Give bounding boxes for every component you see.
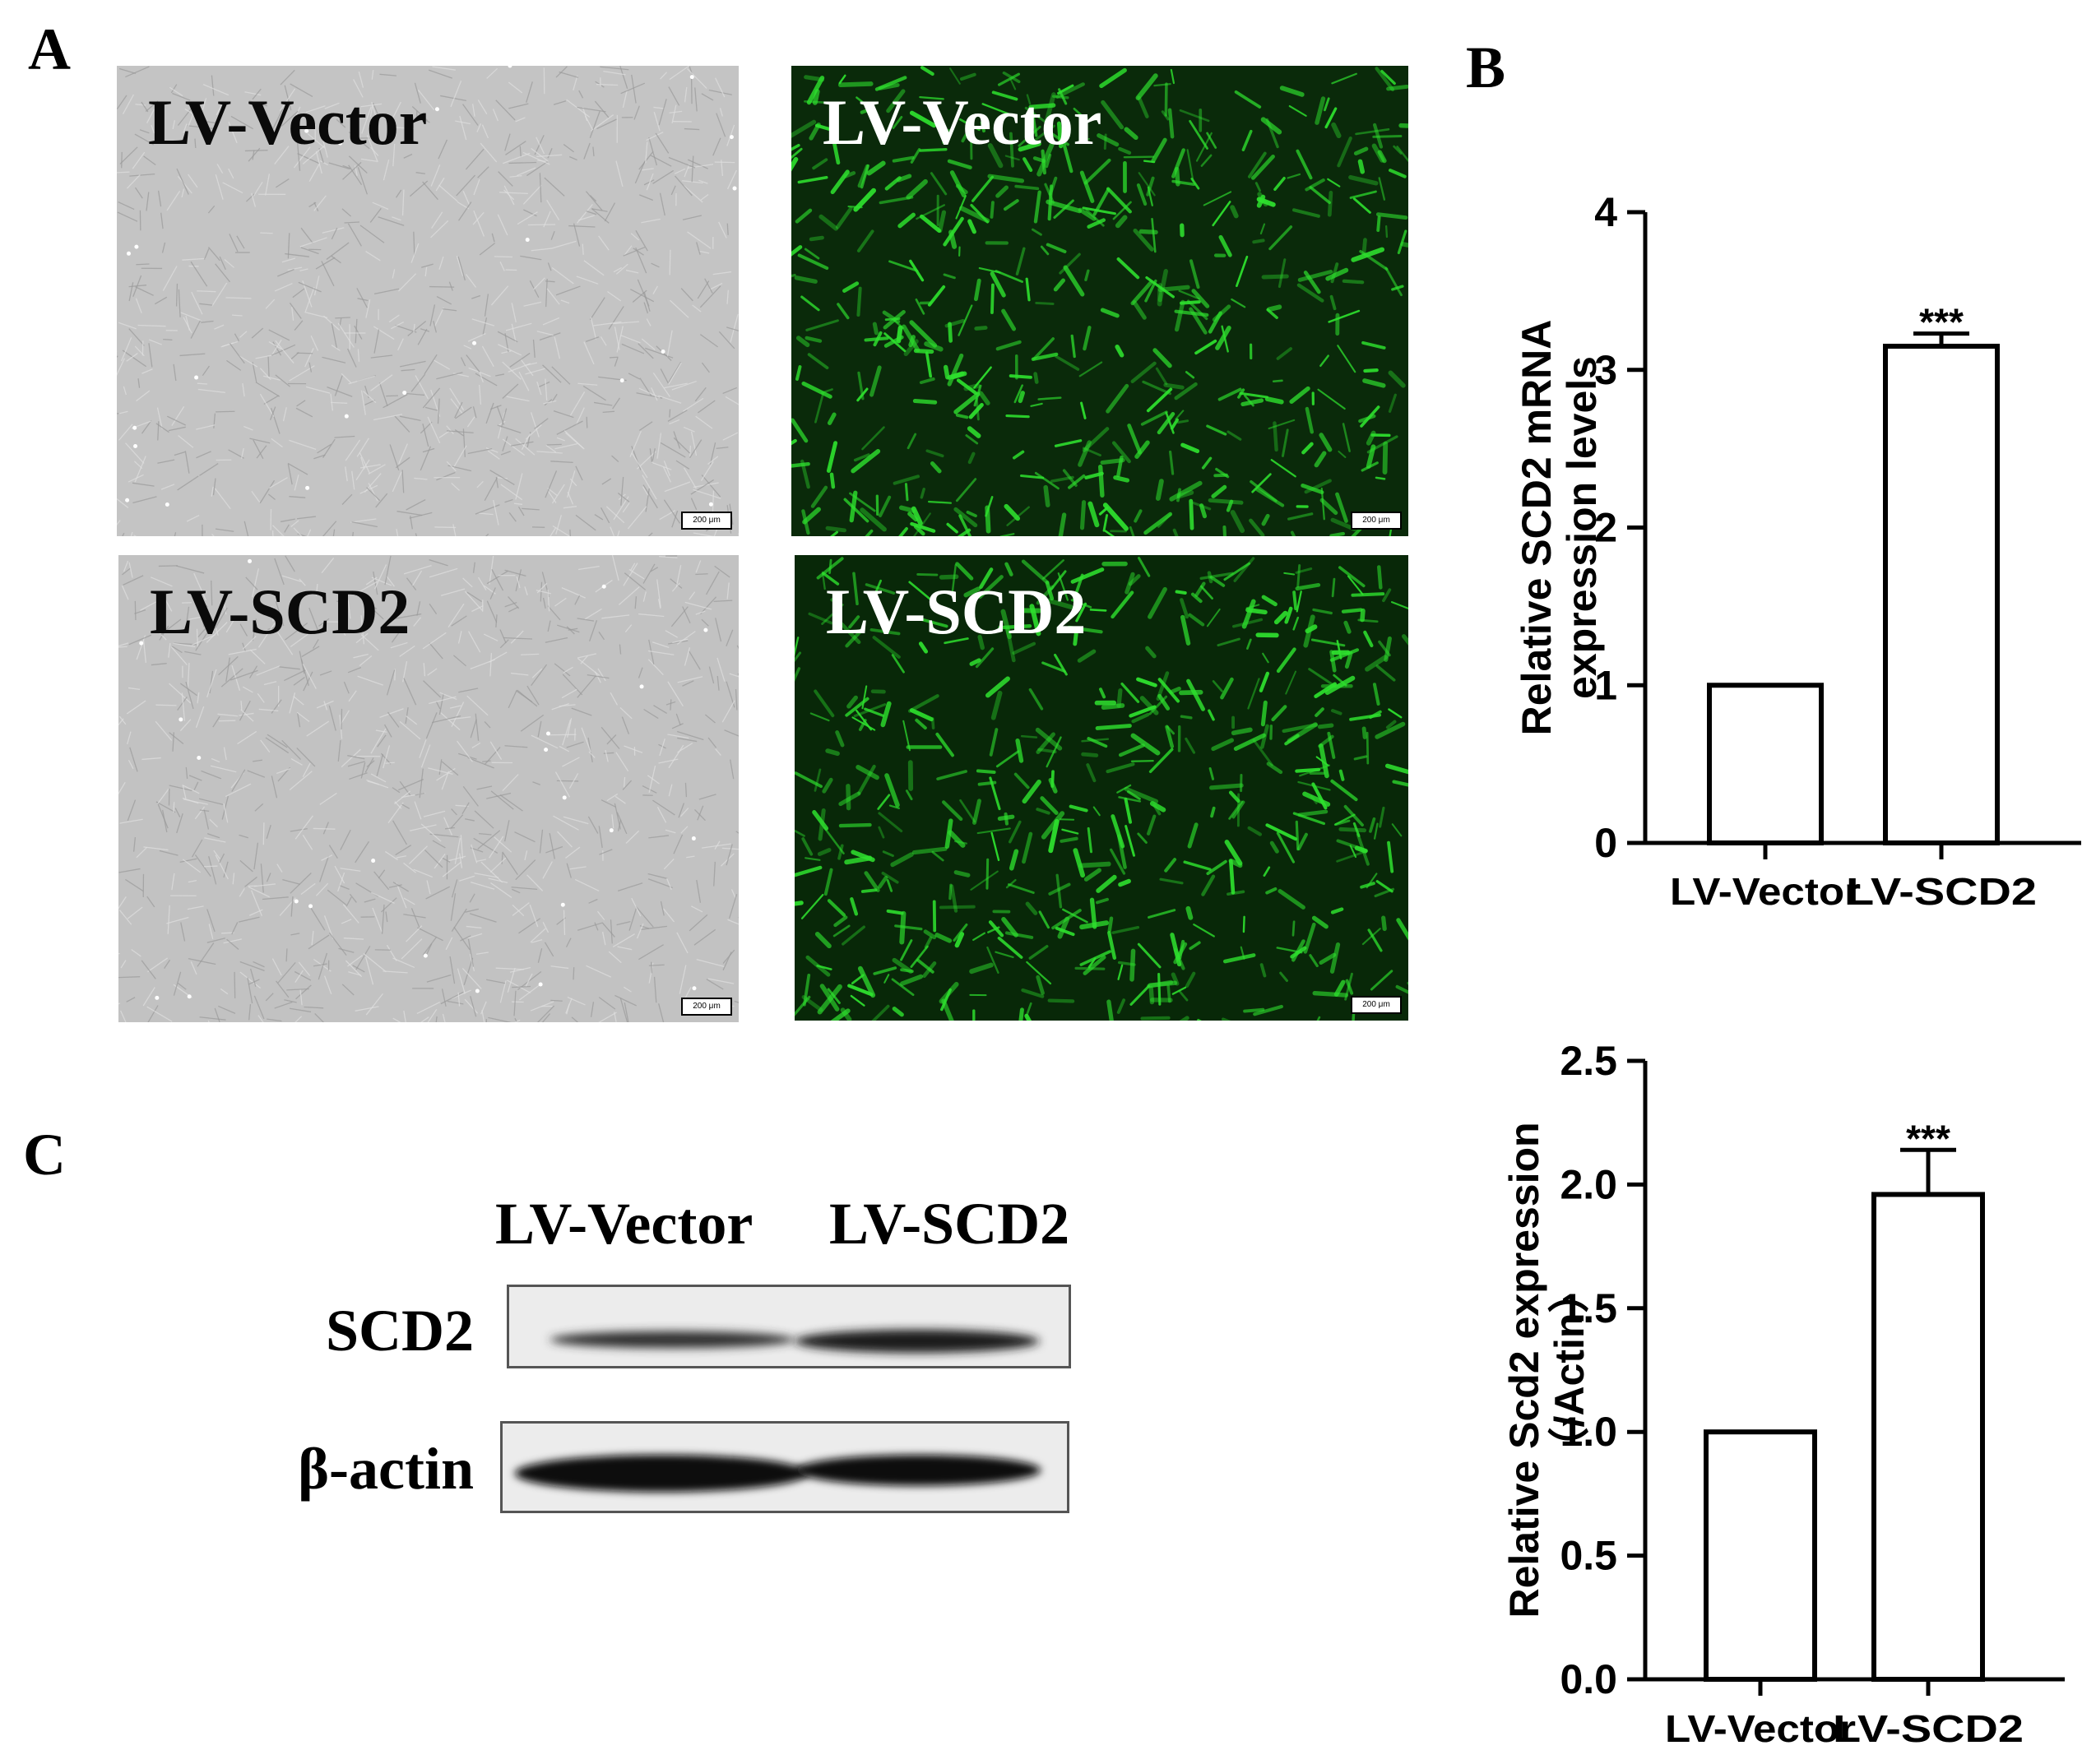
blot-lane-label-scd2: LV-SCD2 <box>829 1191 1070 1257</box>
y-tick-label: 2 <box>1594 505 1617 551</box>
brightfield-texture <box>117 66 739 536</box>
blot-lane-label-vector: LV-Vector <box>495 1191 754 1257</box>
bar-chart-protein-svg: 0.0 0.5 1.0 1.5 2.0 2.5 LV-Vector *** LV-SCD2 Rel… <box>1501 1038 2065 1750</box>
brightfield-micrograph-vector: LV-Vector 200 μm <box>117 66 739 536</box>
panel-letter-a: A <box>28 16 71 82</box>
panel-letter-b: B <box>1466 35 1506 100</box>
x-tick-label: LV-Vector <box>1670 870 1861 913</box>
scale-bar: 200 μm <box>681 512 732 530</box>
y-tick-label: 2.0 <box>1560 1161 1617 1207</box>
blot-bands <box>550 1329 1040 1353</box>
fluorescence-micrograph-vector: LV-Vector 200 μm <box>791 66 1408 536</box>
blot-strip-scd2 <box>507 1285 1071 1368</box>
fluorescence-micrograph-scd2: LV-SCD2 200 μm <box>795 555 1408 1021</box>
y-tick-label: 1.5 <box>1560 1285 1617 1331</box>
y-tick-label: 0.5 <box>1560 1533 1617 1579</box>
y-axis-label: Relative SCD2 mRNA <box>1514 320 1560 736</box>
micrograph-label: LV-Vector <box>148 86 428 158</box>
panel-letter-c: C <box>23 1122 66 1188</box>
x-tick-label: LV-Vector <box>1665 1707 1856 1750</box>
bar-chart-mrna: 0 1 2 3 4 LV-Vector *** LV-SCD2 Relative SCD2 mR… <box>1448 164 2096 938</box>
bar-lv-scd2 <box>1883 343 2000 846</box>
brightfield-micrograph-scd2: LV-SCD2 200 μm <box>118 555 739 1022</box>
x-tick-label: LV-SCD2 <box>1833 1707 2024 1750</box>
blot-bands <box>514 1454 1041 1493</box>
y-tick-label: 0.0 <box>1560 1656 1617 1702</box>
scale-bar: 200 μm <box>1351 512 1402 530</box>
y-tick-label: 1.0 <box>1560 1409 1617 1455</box>
y-tick-label: 1 <box>1594 662 1617 708</box>
band-actin-vector <box>514 1454 809 1493</box>
bar-chart-protein: 0.0 0.5 1.0 1.5 2.0 2.5 LV-Vector *** LV-SCD2 Rel… <box>1431 1028 2096 1764</box>
blot-row-label-scd2: SCD2 <box>325 1298 474 1364</box>
y-tick-label: 0 <box>1594 820 1617 866</box>
y-tick-label: 3 <box>1594 347 1617 393</box>
y-tick-label: 2.5 <box>1560 1038 1617 1084</box>
y-axis-label: expression levels <box>1559 356 1605 699</box>
band-scd2-vector <box>550 1331 795 1349</box>
bar-lv-vector <box>1704 1429 1817 1682</box>
significance-label: *** <box>1919 301 1964 344</box>
band-actin-scd2 <box>795 1454 1041 1486</box>
significance-label: *** <box>1906 1117 1950 1160</box>
y-tick-label: 4 <box>1594 189 1617 235</box>
band-scd2-scd2 <box>794 1329 1040 1353</box>
y-axis-label: （/Actin） <box>1546 1272 1593 1469</box>
blot-row-label-actin: β-actin <box>298 1436 474 1502</box>
x-tick-label: LV-SCD2 <box>1846 870 2037 913</box>
micrograph-label: LV-Vector <box>823 86 1102 158</box>
scale-bar: 200 μm <box>1351 996 1402 1014</box>
bar-lv-vector <box>1707 683 1824 845</box>
fluorescence-texture <box>791 66 1408 536</box>
blot-strip-actin <box>500 1421 1069 1513</box>
micrograph-label: LV-SCD2 <box>826 576 1087 647</box>
fluorescence-texture <box>795 557 1408 1021</box>
bar-chart-mrna-svg: 0 1 2 3 4 LV-Vector *** LV-SCD2 Relative SCD2 mR… <box>1514 189 2081 913</box>
brightfield-texture <box>118 555 739 1022</box>
micrograph-label: LV-SCD2 <box>150 576 410 647</box>
scale-bar: 200 μm <box>681 998 732 1016</box>
bar-lv-scd2 <box>1871 1192 1985 1682</box>
y-axis-label: Relative Scd2 expression <box>1501 1122 1547 1618</box>
